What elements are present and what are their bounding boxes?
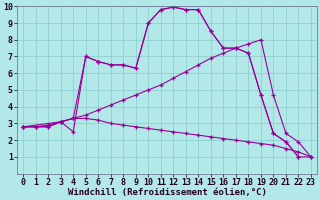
X-axis label: Windchill (Refroidissement éolien,°C): Windchill (Refroidissement éolien,°C) — [68, 188, 267, 197]
